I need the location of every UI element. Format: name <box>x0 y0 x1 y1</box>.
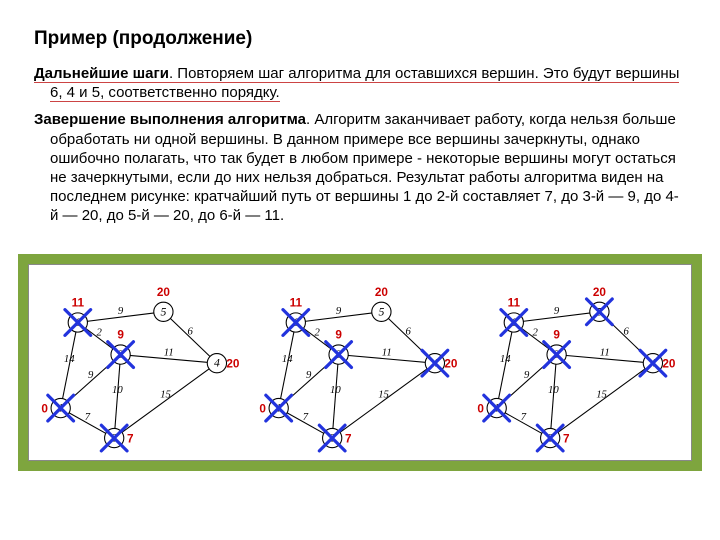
edge-weight: 9 <box>554 304 560 316</box>
edge-weight: 9 <box>524 369 530 381</box>
edge-weight: 15 <box>160 388 171 400</box>
edge-weight: 10 <box>112 384 123 396</box>
edge-weight: 10 <box>548 384 559 396</box>
edge <box>550 354 556 437</box>
edge-weight: 11 <box>164 346 174 358</box>
graph-step: 7914101511296102739420520611 <box>253 269 467 456</box>
edge-weight: 6 <box>623 325 629 337</box>
edge-weight: 2 <box>315 326 321 338</box>
node-distance: 9 <box>335 328 342 341</box>
node-distance: 20 <box>444 357 458 370</box>
edge-weight: 14 <box>500 353 511 365</box>
edge <box>114 354 120 437</box>
edge-weight: 15 <box>378 388 389 400</box>
edge-weight: 10 <box>330 384 341 396</box>
node-distance: 20 <box>375 285 389 298</box>
node-distance: 9 <box>553 328 560 341</box>
edge-weight: 9 <box>88 369 94 381</box>
node-label: 4 <box>214 356 220 369</box>
edge-weight: 2 <box>533 326 539 338</box>
node-distance: 7 <box>345 432 352 445</box>
node-distance: 7 <box>127 432 134 445</box>
node-distance: 0 <box>259 402 266 415</box>
node-distance: 0 <box>477 402 484 415</box>
diagram-container: 7914101511296102739420520611 79141015112… <box>18 254 702 471</box>
node-distance: 9 <box>117 328 124 341</box>
node-distance: 7 <box>563 432 570 445</box>
graph-panel: 7914101511296102739420520611 <box>35 269 249 456</box>
edge <box>332 363 435 438</box>
node-distance: 20 <box>157 285 171 298</box>
edge-weight: 14 <box>282 353 293 365</box>
node-distance: 11 <box>290 296 303 309</box>
edge <box>114 363 217 438</box>
edge-weight: 14 <box>64 353 75 365</box>
edge-weight: 7 <box>85 410 91 422</box>
edge-weight: 11 <box>382 346 392 358</box>
slide-title: Пример (продолжение) <box>34 28 686 50</box>
edge-weight: 7 <box>303 410 309 422</box>
node-distance: 11 <box>72 296 85 309</box>
edge-weight: 2 <box>97 326 103 338</box>
paragraph-2: Завершение выполнения алгоритма. Алгорит… <box>34 110 686 225</box>
edge-weight: 7 <box>521 410 527 422</box>
edge-weight: 9 <box>336 304 342 316</box>
graph-panel: 7914101511296102739420520611 <box>253 269 467 456</box>
edge <box>550 363 653 438</box>
graph-panel: 7914101511296102739420520611 <box>471 269 685 456</box>
edge-weight: 9 <box>118 304 124 316</box>
node-distance: 20 <box>593 285 607 298</box>
edge-weight: 15 <box>596 388 607 400</box>
node-distance: 20 <box>662 357 676 370</box>
node-distance: 20 <box>226 357 240 370</box>
node-distance: 11 <box>508 296 521 309</box>
node-distance: 0 <box>41 402 48 415</box>
edge-weight: 11 <box>600 346 610 358</box>
edge-weight: 6 <box>187 325 193 337</box>
graph-step: 7914101511296102739420520611 <box>35 269 249 456</box>
node-label: 5 <box>160 305 166 318</box>
node-label: 5 <box>378 305 384 318</box>
paragraph-1: Дальнейшие шаги. Повторяем шаг алгоритма… <box>34 64 686 102</box>
edge-weight: 9 <box>306 369 312 381</box>
edge-weight: 6 <box>405 325 411 337</box>
edge <box>332 354 338 437</box>
graph-step: 7914101511296102739420520611 <box>471 269 685 456</box>
